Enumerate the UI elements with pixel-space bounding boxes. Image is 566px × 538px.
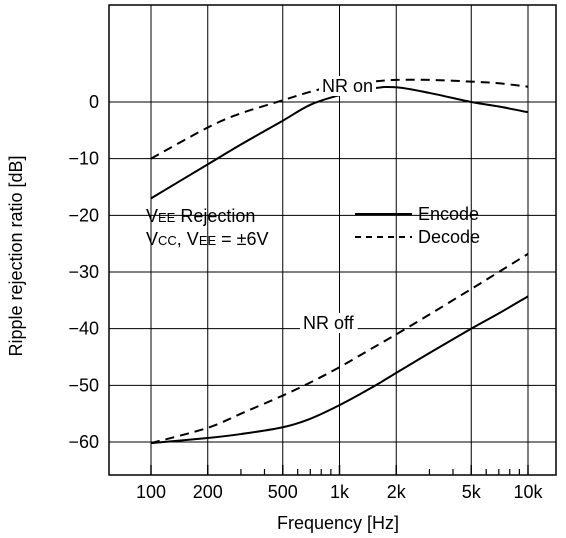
- y-tick-label: −20: [68, 205, 99, 225]
- nr-off-label: NR off: [303, 313, 355, 333]
- x-tick-label: 10k: [513, 482, 543, 502]
- plot-border: [108, 4, 557, 476]
- y-tick-label: −10: [68, 149, 99, 169]
- y-tick-label: −50: [68, 375, 99, 395]
- x-axis-title: Frequency [Hz]: [277, 513, 399, 533]
- label-background: [300, 313, 358, 333]
- y-tick-label: −40: [68, 319, 99, 339]
- y-tick-label: −60: [68, 432, 99, 452]
- x-tick-label: 500: [268, 482, 298, 502]
- x-tick-label: 200: [193, 482, 223, 502]
- annotations: NR on NR off VEE Rejection VCC, VEE = ±6…: [146, 76, 377, 333]
- x-tick-label: 5k: [462, 482, 482, 502]
- x-axis-ticks: 100 200 500 1k 2k 5k 10k: [136, 465, 544, 502]
- series-line-nr-off-decode: [150, 253, 529, 445]
- plot-frame: [108, 4, 557, 476]
- x-tick-label: 100: [136, 482, 166, 502]
- legend-label-decode: Decode: [418, 227, 480, 247]
- legend: Encode Decode: [355, 204, 480, 247]
- nr-on-label: NR on: [322, 76, 373, 96]
- series-line-nr-off-encode: [150, 295, 529, 445]
- y-tick-label: 0: [89, 92, 99, 112]
- x-tick-label: 1k: [330, 482, 350, 502]
- legend-label-encode: Encode: [418, 204, 479, 224]
- y-axis-ticks: 0 −10 −20 −30 −40 −50 −60: [68, 92, 99, 452]
- y-axis-title: Ripple rejection ratio [dB]: [6, 155, 26, 356]
- label-background: [319, 76, 377, 96]
- condition-line-1: VEE Rejection: [146, 206, 255, 226]
- condition-line-2: VCC, VEE = ±6V: [146, 229, 269, 249]
- y-tick-label: −30: [68, 262, 99, 282]
- x-tick-label: 2k: [387, 482, 407, 502]
- grid: [109, 5, 556, 475]
